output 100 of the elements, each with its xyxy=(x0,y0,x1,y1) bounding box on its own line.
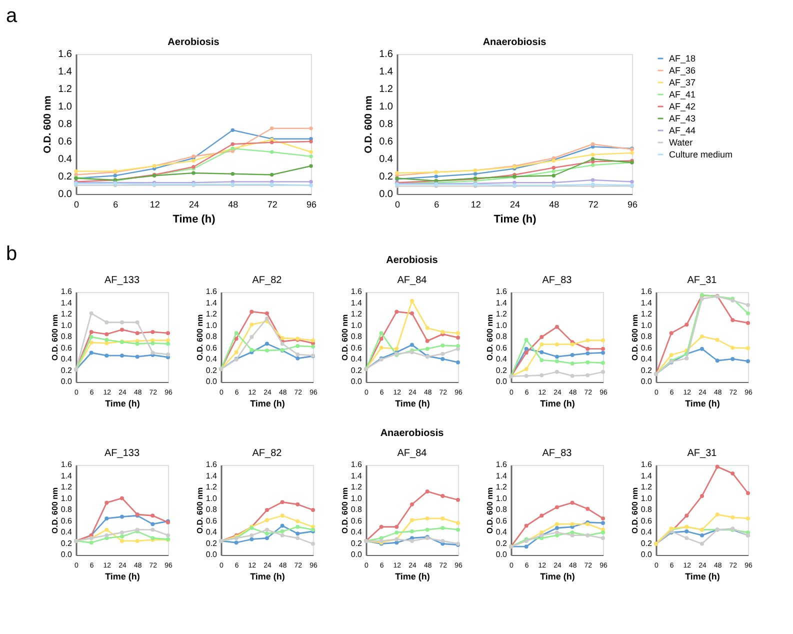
point xyxy=(104,341,109,346)
point xyxy=(555,522,559,526)
point xyxy=(456,528,460,532)
y-tick-label: 1.2 xyxy=(496,482,508,492)
point xyxy=(120,538,124,543)
y-tick-label: 0.0 xyxy=(496,377,508,386)
point xyxy=(280,500,284,504)
y-tick-label: 0.4 xyxy=(640,528,653,536)
point xyxy=(440,343,445,348)
x-axis-title: Time (h) xyxy=(685,572,720,582)
y-tick-label: 0.6 xyxy=(496,516,508,526)
point xyxy=(104,320,109,324)
point xyxy=(440,356,445,361)
point xyxy=(120,354,124,358)
point xyxy=(586,338,590,342)
y-tick-label: 0.8 xyxy=(350,332,363,341)
y-tick-label: 0.8 xyxy=(379,119,394,130)
point xyxy=(150,350,155,355)
point xyxy=(150,330,155,334)
point xyxy=(570,533,574,538)
point xyxy=(104,533,109,538)
point xyxy=(601,370,605,374)
y-tick-label: 1.6 xyxy=(350,287,363,296)
point xyxy=(250,348,254,352)
y-tick-label: 0.2 xyxy=(350,366,363,375)
point xyxy=(296,344,300,348)
y-tick-label: 1.4 xyxy=(496,471,508,480)
point xyxy=(410,299,414,303)
point xyxy=(394,524,399,529)
point xyxy=(89,540,94,545)
point xyxy=(120,328,124,332)
point xyxy=(601,516,605,520)
point xyxy=(309,154,313,158)
point xyxy=(150,522,155,526)
x-axis-title: Time (h) xyxy=(395,572,430,582)
point xyxy=(265,348,269,352)
point xyxy=(296,519,300,524)
y-tick-label: 1.2 xyxy=(60,482,73,492)
point xyxy=(555,526,559,530)
point xyxy=(234,336,238,341)
y-tick-label: 1.2 xyxy=(206,482,218,492)
point xyxy=(746,491,750,496)
y-tick-label: 0.8 xyxy=(206,332,218,341)
y-tick-label: 0.0 xyxy=(379,189,394,200)
point xyxy=(552,169,556,174)
point xyxy=(425,528,430,532)
x-tick-label: 48 xyxy=(549,200,560,210)
point xyxy=(120,534,124,538)
point xyxy=(440,494,445,498)
point xyxy=(166,331,170,336)
point xyxy=(555,324,559,329)
point xyxy=(250,322,254,327)
point xyxy=(265,508,269,512)
x-axis-title: Time (h) xyxy=(540,572,575,582)
y-tick-label: 1.2 xyxy=(206,310,218,318)
y-tick-label: 1.4 xyxy=(640,298,653,308)
point xyxy=(265,518,269,522)
point xyxy=(234,540,238,545)
point xyxy=(524,367,528,372)
point xyxy=(410,342,414,347)
x-tick-label: 96 xyxy=(627,200,638,210)
point xyxy=(570,361,574,366)
point xyxy=(590,157,595,161)
x-tick-label: 72 xyxy=(267,200,278,210)
point xyxy=(150,528,155,532)
y-tick-label: 0.4 xyxy=(206,528,218,536)
point xyxy=(440,330,445,334)
y-tick-label: 1.4 xyxy=(60,298,73,308)
y-tick-label: 0.4 xyxy=(350,354,363,364)
point xyxy=(730,318,735,322)
point xyxy=(120,530,124,534)
x-axis-title: Time (h) xyxy=(395,398,430,408)
point xyxy=(434,174,438,178)
point xyxy=(456,346,460,351)
y-tick-label: 1.4 xyxy=(350,298,363,308)
point xyxy=(590,142,595,146)
point xyxy=(555,530,559,534)
y-tick-label: 1.0 xyxy=(640,320,653,330)
point xyxy=(234,350,238,354)
y-tick-label: 0.4 xyxy=(379,154,394,165)
point xyxy=(280,524,284,528)
y-tick-label: 0.8 xyxy=(206,505,218,514)
y-tick-label: 1.0 xyxy=(350,494,363,503)
point xyxy=(746,359,750,364)
point xyxy=(250,310,254,314)
y-tick-label: 0.6 xyxy=(350,343,363,352)
point xyxy=(746,311,750,316)
point xyxy=(89,311,94,316)
point xyxy=(74,169,78,174)
point xyxy=(746,346,750,350)
point xyxy=(296,524,300,529)
y-axis-title: O.D. 600 nm xyxy=(196,314,204,361)
point xyxy=(265,311,269,316)
y-axis-title: O.D. 600 nm xyxy=(340,314,350,361)
point xyxy=(135,320,140,324)
point xyxy=(311,338,315,342)
y-tick-label: 1.4 xyxy=(206,298,218,308)
point xyxy=(280,529,284,534)
point xyxy=(555,359,559,364)
chart-title: AF_82 xyxy=(252,275,282,286)
